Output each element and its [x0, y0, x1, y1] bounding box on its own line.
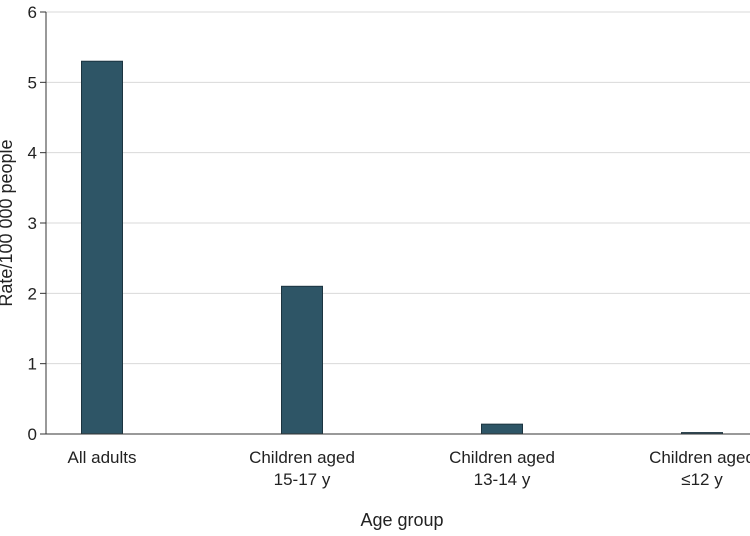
x-tick-label: All adults	[68, 448, 137, 467]
y-tick-label: 4	[28, 144, 37, 163]
x-axis-title: Age group	[360, 510, 443, 530]
bar	[281, 285, 323, 435]
axes	[40, 11, 750, 435]
y-tick-labels: 0 1 2 3 4 5 6	[28, 3, 37, 444]
bars	[81, 60, 723, 435]
x-tick-label: Children aged 13-14 y	[449, 448, 555, 489]
y-tick-label: 0	[28, 425, 37, 444]
y-tick-label: 1	[28, 355, 37, 374]
y-tick-label: 5	[28, 73, 37, 92]
bar	[481, 423, 523, 435]
x-tick-label: Children aged ≤12 y	[649, 448, 750, 489]
y-axis-title: Rate/100 000 people	[0, 139, 16, 306]
x-tick-labels: All adults Children aged 15-17 y Children a…	[68, 448, 750, 489]
y-tick-label: 2	[28, 284, 37, 303]
y-tick-label: 3	[28, 214, 37, 233]
y-tick-label: 6	[28, 3, 37, 22]
x-tick-label: Children aged 15-17 y	[249, 448, 355, 489]
gridlines	[46, 11, 750, 365]
bar	[81, 60, 123, 435]
